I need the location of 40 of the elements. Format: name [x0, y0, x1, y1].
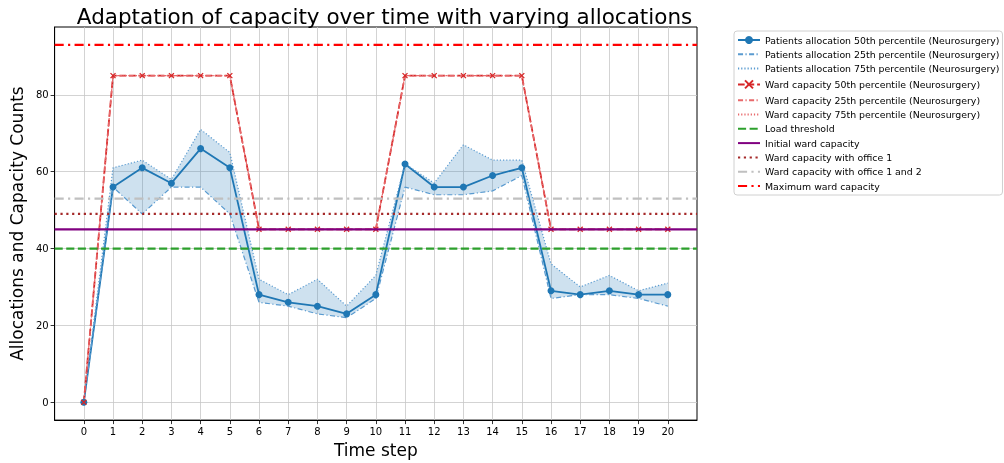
x-axis-title: Time step [332, 439, 418, 460]
legend-label: Initial ward capacity [765, 137, 860, 149]
y-axis-title: Allocations and Capacity Counts [6, 86, 27, 361]
chart-title: Adaptation of capacity over time with varying allocations [76, 3, 693, 29]
x-tick-label: 8 [314, 425, 321, 437]
x-tick-label: 6 [255, 425, 263, 437]
x-tick-label: 4 [197, 425, 204, 437]
x-tick-label: 20 [661, 425, 675, 437]
x-tick-label: 1 [109, 425, 117, 437]
legend-label: Ward capacity with office 1 [765, 151, 893, 163]
legend-label: Patients allocation 25th percentile (Neurosurgery) [765, 48, 1000, 60]
x-tick-label: 9 [343, 425, 350, 437]
x-tick-label: 13 [457, 425, 470, 437]
x-tick-label: 10 [369, 425, 383, 437]
x-tick-label: 0 [80, 425, 88, 437]
x-tick-label: 2 [139, 425, 146, 437]
legend-label: Ward capacity 25th percentile (Neurosurgery) [765, 94, 981, 106]
x-tick-label: 5 [226, 425, 234, 437]
legend-label: Maximum ward capacity [765, 180, 881, 192]
x-tick-label: 19 [632, 425, 645, 437]
legend-label: Ward capacity 75th percentile (Neurosurgery) [765, 109, 981, 120]
x-tick-label: 3 [168, 425, 175, 437]
x-tick-label: 16 [544, 425, 558, 437]
y-tick-label: 80 [35, 89, 49, 101]
y-tick-label: 40 [35, 243, 49, 255]
legend-label: Ward capacity with office 1 and 2 [765, 166, 922, 178]
x-tick-label: 12 [427, 425, 441, 437]
legend-label: Patients allocation 50th percentile (Neurosurgery) [765, 34, 1000, 46]
y-tick-label: 0 [42, 396, 49, 408]
x-tick-label: 14 [486, 425, 499, 437]
legend-label: Ward capacity 50th percentile (Neurosurgery) [765, 78, 981, 90]
x-tick-label: 18 [603, 425, 616, 437]
x-tick-label: 11 [398, 425, 412, 437]
x-tick-label: 7 [285, 425, 292, 437]
legend-label: Load threshold [765, 123, 835, 135]
x-tick-label: 17 [573, 425, 587, 437]
y-tick-label: 60 [35, 166, 49, 178]
legend-label: Patients allocation 75th percentile (Neurosurgery) [765, 63, 1000, 75]
y-tick-label: 20 [35, 319, 49, 331]
x-tick-label: 15 [515, 425, 529, 437]
